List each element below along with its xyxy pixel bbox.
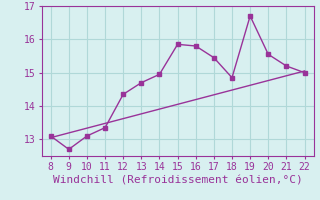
X-axis label: Windchill (Refroidissement éolien,°C): Windchill (Refroidissement éolien,°C) (53, 176, 302, 186)
